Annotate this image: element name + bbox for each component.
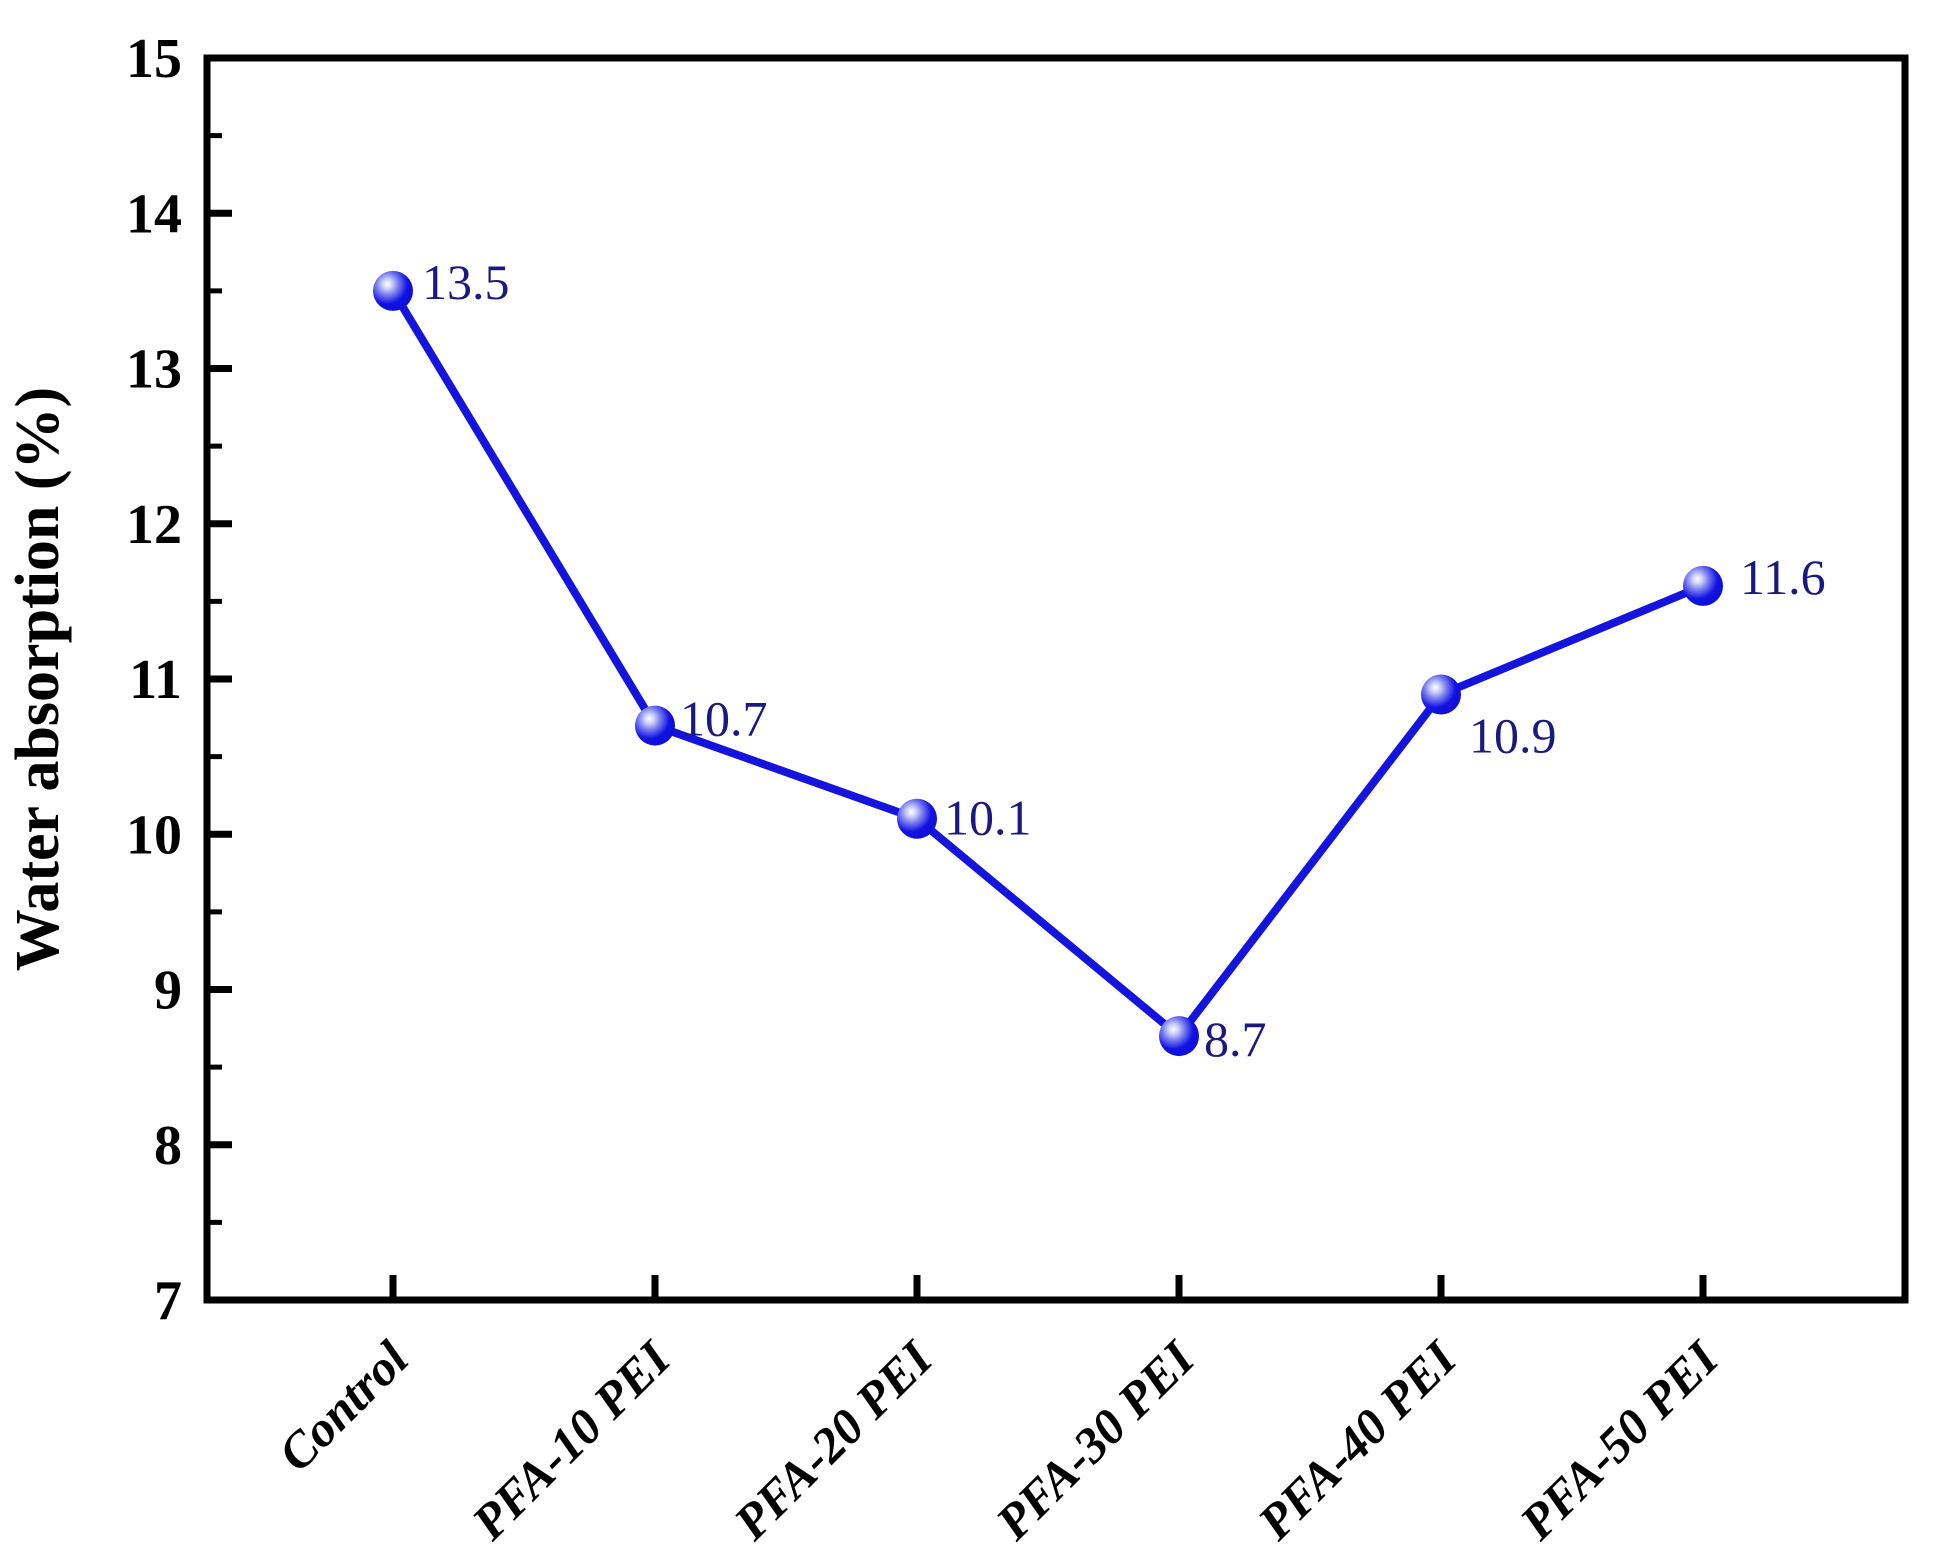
data-point xyxy=(1159,1016,1199,1057)
x-category-label: PFA-40 PEI xyxy=(1246,1329,1468,1551)
y-tick-label: 14 xyxy=(126,183,182,245)
y-tick-label: 9 xyxy=(154,960,182,1022)
point-value-label: 10.9 xyxy=(1469,708,1557,764)
point-value-label: 8.7 xyxy=(1204,1011,1267,1067)
data-point xyxy=(373,270,413,311)
plot-border xyxy=(203,54,1909,1304)
y-tick-label: 11 xyxy=(129,649,182,711)
y-tick-label: 8 xyxy=(154,1115,182,1177)
x-category-label: Control xyxy=(267,1330,419,1482)
y-tick-label: 12 xyxy=(126,494,182,556)
x-category-label: PFA-30 PEI xyxy=(984,1329,1206,1551)
point-value-label: 10.7 xyxy=(680,691,768,747)
y-axis-title: Water absorption (%) xyxy=(4,387,72,971)
x-category-label: PFA-20 PEI xyxy=(722,1329,944,1551)
y-tick-label: 10 xyxy=(126,804,182,866)
point-value-label: 11.6 xyxy=(1740,549,1826,605)
data-point xyxy=(635,705,675,746)
point-value-label: 13.5 xyxy=(422,254,510,310)
y-tick-label: 13 xyxy=(126,339,182,401)
data-point xyxy=(1421,674,1461,715)
data-point xyxy=(897,798,937,839)
point-value-label: 10.1 xyxy=(944,790,1032,846)
series-line xyxy=(389,286,1707,1041)
data-point xyxy=(1683,565,1723,606)
x-category-label: PFA-50 PEI xyxy=(1508,1329,1730,1551)
x-category-label: PFA-10 PEI xyxy=(460,1329,682,1551)
y-tick-label: 15 xyxy=(126,28,182,90)
y-tick-label: 7 xyxy=(154,1270,182,1332)
